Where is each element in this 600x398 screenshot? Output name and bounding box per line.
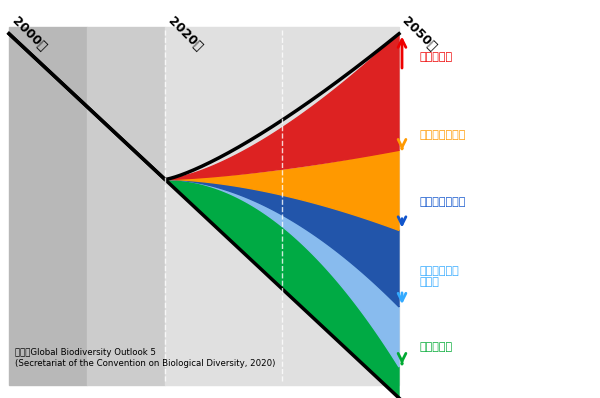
Polygon shape [165,179,399,367]
Polygon shape [165,179,399,398]
Polygon shape [165,179,399,307]
Bar [165,27,399,384]
Text: 他の圧力の低減: 他の圧力の低減 [420,197,466,207]
Bar [87,27,165,384]
Text: 2050年: 2050年 [399,14,438,54]
Polygon shape [165,34,399,179]
Text: 出典：Global Biodiversity Outlook 5
(Secretariat of the Convention on Biological Di: 出典：Global Biodiversity Outlook 5 (Secret… [15,348,275,368]
Text: 持続可能な生産: 持続可能な生産 [420,130,466,140]
Text: 2020年: 2020年 [165,14,204,54]
Text: 消費の削減: 消費の削減 [420,53,453,62]
Text: 保全／再生: 保全／再生 [420,342,453,352]
Polygon shape [165,150,399,230]
Text: 2000年: 2000年 [9,14,48,54]
Bar [9,27,87,384]
Text: 気候変動関連
の行動: 気候変動関連 の行動 [420,266,460,287]
